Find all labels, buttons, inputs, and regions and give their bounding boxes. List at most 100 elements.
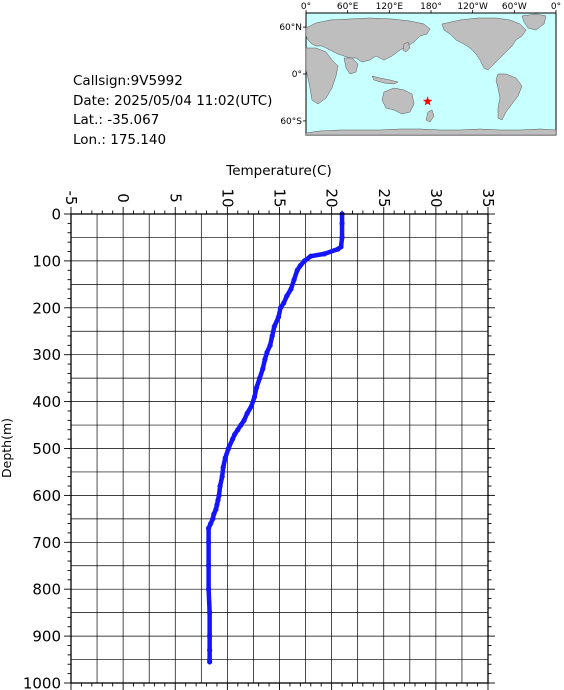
x-tick-label: -5 <box>62 191 80 206</box>
data-point <box>294 267 300 273</box>
y-tick-label: 0 <box>51 206 61 224</box>
data-point <box>267 342 273 348</box>
x-tick-label: 0 <box>114 193 132 203</box>
land-australia <box>381 87 415 115</box>
map-lon-label: 0° <box>551 2 561 12</box>
x-tick-label: 10 <box>218 188 236 207</box>
y-tick-label: 200 <box>32 299 61 317</box>
land-indonesia <box>371 75 399 85</box>
land-antarctica <box>305 128 557 136</box>
data-point <box>219 474 225 480</box>
data-point <box>264 349 270 355</box>
x-tick-label: 30 <box>427 188 445 207</box>
map-lat-label: 0° <box>292 70 302 80</box>
x-axis-label: Temperature(C) <box>225 163 331 179</box>
data-point <box>241 417 247 423</box>
data-point <box>207 647 213 653</box>
x-tick-label: 15 <box>271 188 289 207</box>
data-point <box>211 511 217 517</box>
data-point <box>220 464 226 470</box>
date-label: Date: 2025/05/04 11:02(UTC) <box>73 92 273 109</box>
data-point <box>284 293 290 299</box>
data-point <box>288 286 294 292</box>
series-layer <box>206 211 345 665</box>
y-tick-label: 800 <box>32 581 61 599</box>
data-point <box>208 520 214 527</box>
data-point <box>206 539 212 545</box>
land-japan <box>402 41 411 53</box>
data-point <box>216 492 222 498</box>
y-tick-label: 500 <box>32 440 61 458</box>
land-south-america <box>495 73 523 121</box>
data-point <box>269 333 275 339</box>
y-tick-labels: 0 100 200 300 400 500 600 700 800 900 1000 <box>23 206 61 690</box>
y-axis-label: Depth(m) <box>0 418 14 478</box>
lat-label: Lat.: -35.067 <box>73 112 160 128</box>
data-point <box>206 586 212 592</box>
y-tick-label: 400 <box>32 393 61 411</box>
float-info: Callsign:9V5992 Date: 2025/05/04 11:02(U… <box>73 72 272 150</box>
map-lat-labels: 60°N 0° 60°S <box>279 23 302 127</box>
data-point <box>297 262 303 269</box>
map-land <box>305 13 557 136</box>
data-point <box>253 384 260 391</box>
data-point <box>301 258 308 264</box>
map-lon-label: 0° <box>301 2 311 12</box>
map-lon-label: 60°W <box>502 2 527 12</box>
data-point <box>214 502 220 508</box>
x-tick-label: 5 <box>166 193 184 203</box>
location-map: 0° 60°E 120°E 180° 120°W 60°W 0° 60°N 0° 60°S <box>279 2 561 136</box>
x-tick-label: 20 <box>323 188 341 207</box>
map-lon-label: 60°E <box>337 2 359 12</box>
data-point <box>271 323 277 330</box>
data-point <box>207 610 213 616</box>
data-point <box>251 394 258 400</box>
data-point <box>210 516 216 522</box>
data-point <box>225 445 232 452</box>
y-tick-label: 1000 <box>23 675 61 690</box>
lon-label: Lon.: 175.140 <box>73 131 167 148</box>
callsign-label: Callsign:9V5992 <box>73 73 183 89</box>
data-point <box>260 366 266 372</box>
plot-frame <box>70 213 489 684</box>
location-star-icon <box>422 96 433 106</box>
data-point <box>217 483 223 489</box>
data-point <box>213 506 219 513</box>
data-point <box>206 525 212 531</box>
data-point <box>207 633 213 639</box>
data-point <box>308 253 314 259</box>
y-tick-label: 300 <box>32 346 61 364</box>
data-point <box>335 246 341 252</box>
data-point <box>291 277 297 283</box>
data-point <box>222 455 228 461</box>
land-new-zealand <box>425 109 435 123</box>
temperature-profile-line <box>206 211 345 665</box>
y-tick-label: 600 <box>32 487 61 505</box>
map-lon-label: 180° <box>420 2 442 12</box>
y-tick-label: 100 <box>32 252 61 270</box>
land-north-america <box>441 17 527 71</box>
land-africa <box>305 47 339 105</box>
map-lat-label: 60°N <box>279 23 302 33</box>
data-point <box>207 659 213 665</box>
data-point <box>244 410 250 416</box>
map-lon-label: 120°W <box>457 2 488 12</box>
land-greenland <box>521 13 547 31</box>
data-point <box>232 431 238 438</box>
x-tick-label: 25 <box>375 188 393 207</box>
data-point <box>339 220 345 226</box>
map-marker-layer <box>422 96 433 106</box>
x-tick-label: 35 <box>479 188 497 207</box>
y-tick-label: 900 <box>32 628 61 646</box>
land-eurasia <box>305 17 431 63</box>
data-point <box>262 356 268 362</box>
data-point <box>248 403 254 409</box>
data-point <box>281 300 287 306</box>
map-ticks <box>303 10 557 122</box>
data-point <box>238 422 244 428</box>
map-lon-label: 120°E <box>376 2 404 12</box>
y-tick-label: 700 <box>32 534 61 552</box>
data-point <box>206 563 212 569</box>
data-point <box>275 314 282 320</box>
